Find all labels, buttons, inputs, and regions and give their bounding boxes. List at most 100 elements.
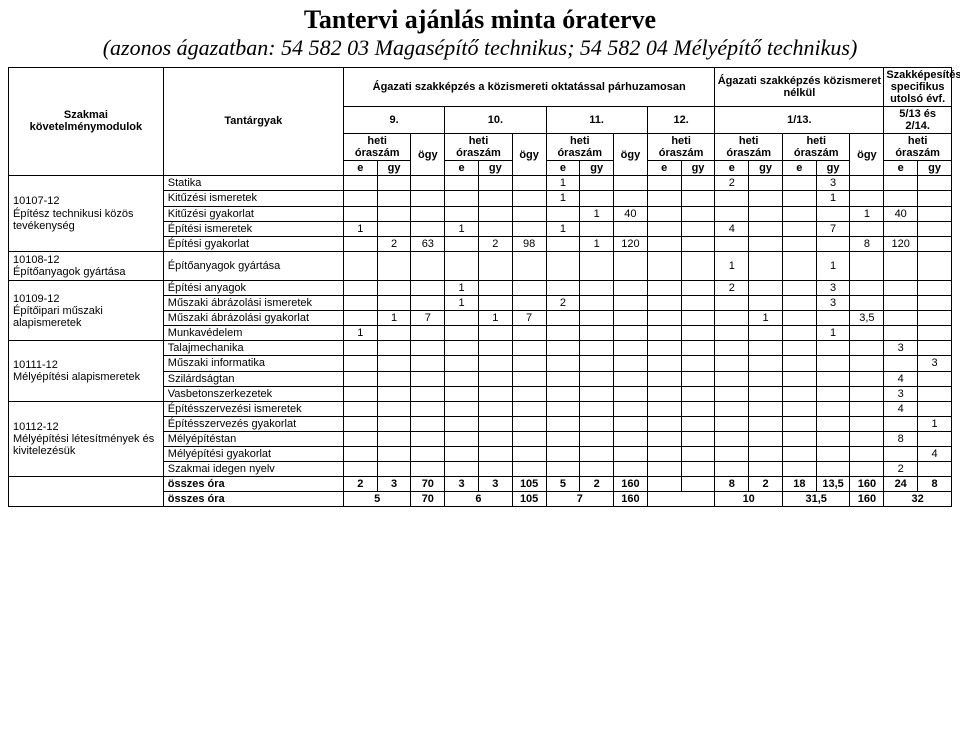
data-cell	[749, 356, 783, 371]
data-cell	[445, 191, 479, 206]
data-cell: 8	[850, 236, 884, 251]
data-cell	[816, 431, 850, 446]
subject-cell: Szakmai idegen nyelv	[163, 462, 343, 477]
data-cell	[546, 401, 580, 416]
data-cell	[546, 416, 580, 431]
year-1-13: 1/13.	[715, 106, 884, 133]
total-cell: 160	[850, 492, 884, 507]
data-cell	[546, 206, 580, 221]
data-cell: 3	[884, 341, 918, 356]
data-cell	[614, 341, 648, 356]
data-cell	[782, 236, 816, 251]
data-cell	[681, 206, 715, 221]
data-cell	[749, 462, 783, 477]
data-cell	[647, 176, 681, 191]
data-cell	[715, 356, 749, 371]
data-cell	[816, 401, 850, 416]
module-cell: 10108-12Építőanyagok gyártása	[9, 251, 164, 280]
data-cell	[377, 191, 411, 206]
data-cell	[512, 206, 546, 221]
ho-12: heti óraszám	[647, 134, 715, 161]
data-cell	[816, 371, 850, 386]
data-cell	[580, 311, 614, 326]
data-cell	[782, 296, 816, 311]
page-title: Tantervi ajánlás minta óraterve	[8, 6, 952, 35]
gy: gy	[580, 161, 614, 176]
gy: gy	[478, 161, 512, 176]
data-cell	[580, 401, 614, 416]
data-cell	[546, 431, 580, 446]
data-cell	[580, 221, 614, 236]
subject-cell: Mélyépítéstan	[163, 431, 343, 446]
data-cell: 3	[816, 281, 850, 296]
totals-blank	[9, 477, 164, 507]
total-cell: 70	[411, 492, 445, 507]
data-cell	[749, 191, 783, 206]
data-cell	[377, 206, 411, 221]
ogy-10: ögy	[512, 134, 546, 176]
data-cell	[816, 416, 850, 431]
data-cell	[647, 401, 681, 416]
data-cell	[647, 221, 681, 236]
data-cell	[782, 206, 816, 221]
total-cell: 24	[884, 477, 918, 492]
total-cell: 5	[546, 477, 580, 492]
data-cell: 3	[918, 356, 952, 371]
data-cell	[343, 341, 377, 356]
data-cell	[647, 236, 681, 251]
data-cell	[681, 447, 715, 462]
data-cell	[411, 401, 445, 416]
data-cell	[749, 326, 783, 341]
data-cell	[377, 447, 411, 462]
ho-9: heti óraszám	[343, 134, 411, 161]
data-cell: 1	[343, 326, 377, 341]
data-cell	[445, 416, 479, 431]
data-cell	[377, 296, 411, 311]
data-cell	[782, 311, 816, 326]
data-cell	[343, 191, 377, 206]
data-cell: 4	[884, 401, 918, 416]
data-cell	[343, 311, 377, 326]
data-cell	[478, 416, 512, 431]
data-cell	[647, 431, 681, 446]
data-cell: 1	[715, 251, 749, 280]
data-cell	[478, 462, 512, 477]
data-cell	[512, 386, 546, 401]
data-cell	[918, 281, 952, 296]
data-cell: 1	[850, 206, 884, 221]
data-cell	[715, 236, 749, 251]
subject-cell: Építési gyakorlat	[163, 236, 343, 251]
data-cell	[580, 386, 614, 401]
data-cell	[782, 341, 816, 356]
total-cell: 10	[715, 492, 783, 507]
data-cell: 1	[445, 221, 479, 236]
data-cell	[715, 371, 749, 386]
group-c: Szakképesítés-specifikus utolsó évf.	[884, 67, 952, 106]
data-cell	[681, 191, 715, 206]
data-cell	[884, 356, 918, 371]
data-cell	[884, 326, 918, 341]
data-cell	[884, 281, 918, 296]
data-cell: 1	[546, 221, 580, 236]
data-cell	[411, 341, 445, 356]
total-cell: 160	[614, 492, 648, 507]
subject-cell: Építőanyagok gyártása	[163, 251, 343, 280]
data-cell: 4	[918, 447, 952, 462]
data-cell	[918, 311, 952, 326]
data-cell	[715, 296, 749, 311]
data-cell	[816, 206, 850, 221]
data-cell	[445, 371, 479, 386]
data-cell	[850, 386, 884, 401]
data-cell: 1	[749, 311, 783, 326]
data-cell	[478, 401, 512, 416]
data-cell	[546, 462, 580, 477]
data-cell	[614, 356, 648, 371]
col-modules: Szakmai követelménymodulok	[9, 67, 164, 176]
data-cell	[411, 431, 445, 446]
data-cell	[884, 221, 918, 236]
data-cell	[782, 251, 816, 280]
data-cell	[411, 356, 445, 371]
data-cell	[478, 221, 512, 236]
data-cell	[614, 371, 648, 386]
data-cell	[377, 221, 411, 236]
